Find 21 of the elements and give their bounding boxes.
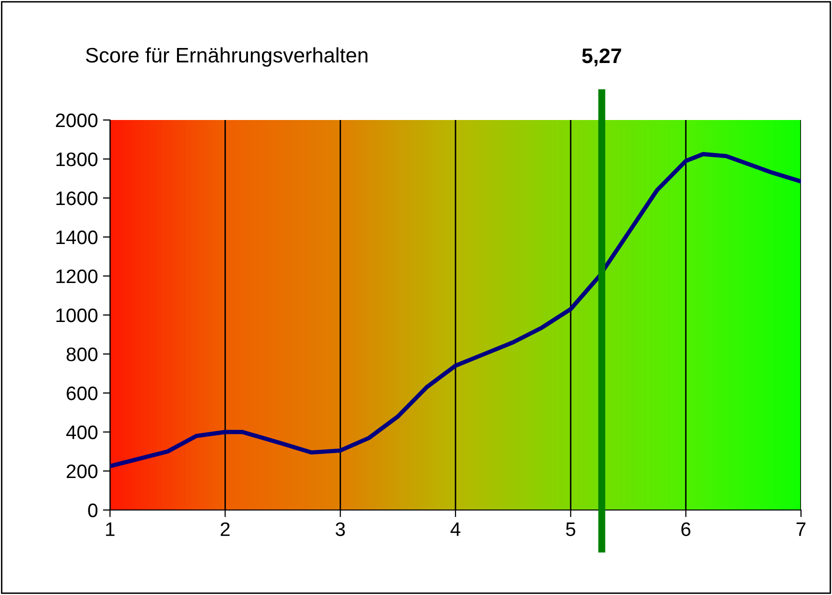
y-tick-label: 1600	[56, 191, 98, 206]
x-tick-label: 7	[796, 522, 806, 536]
y-tick-label: 1800	[56, 152, 98, 166]
x-tick-label: 6	[681, 522, 690, 536]
y-tick-label: 200	[66, 464, 98, 478]
y-tick-label: 1000	[56, 308, 98, 322]
x-tick-label: 4	[450, 522, 460, 536]
y-tick-label: 600	[66, 386, 98, 400]
y-tick-label: 400	[66, 425, 98, 440]
x-tick-label: 1	[106, 522, 114, 536]
chart-title: Score für Ernährungsverhalten	[86, 47, 368, 67]
y-tick-label: 2000	[56, 113, 98, 128]
x-tick-label: 2	[220, 522, 230, 536]
y-tick-label: 800	[66, 347, 98, 362]
y-tick-label: 0	[88, 503, 98, 518]
x-tick-label: 3	[336, 522, 345, 536]
line-series	[110, 152, 801, 468]
ref-line-label: 5,27	[582, 48, 622, 66]
x-tick-label: 5	[566, 522, 576, 536]
y-tick-label: 1400	[56, 230, 98, 244]
y-tick-label: 1200	[56, 269, 98, 284]
